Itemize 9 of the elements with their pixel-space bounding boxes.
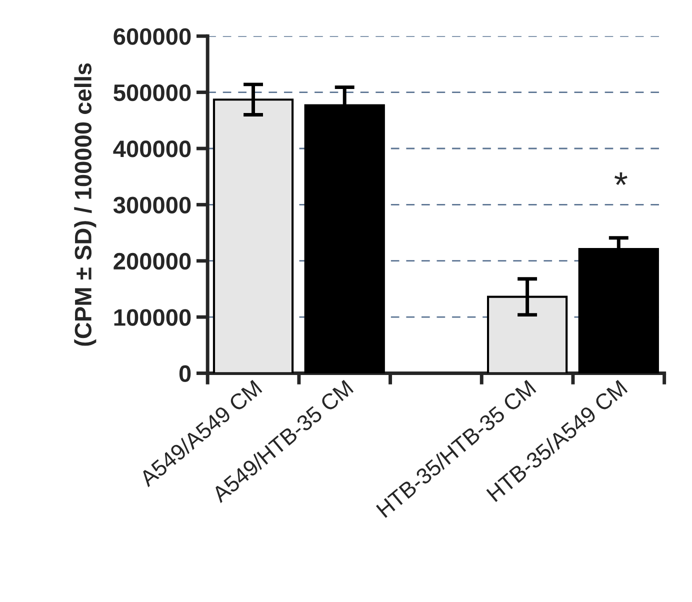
annotation: *	[614, 172, 628, 185]
y-tick-label: 100000	[114, 309, 191, 326]
y-tick-label: 200000	[114, 252, 191, 270]
y-tick-label: 500000	[114, 84, 191, 102]
y-axis-title: (CPM ± SD) / 100000 cells	[74, 63, 96, 346]
y-tick-label: 600000	[114, 28, 191, 45]
y-tick-label: 0	[179, 365, 191, 382]
y-tick-label: 400000	[113, 140, 191, 158]
y-tick-label: 300000	[113, 196, 191, 214]
